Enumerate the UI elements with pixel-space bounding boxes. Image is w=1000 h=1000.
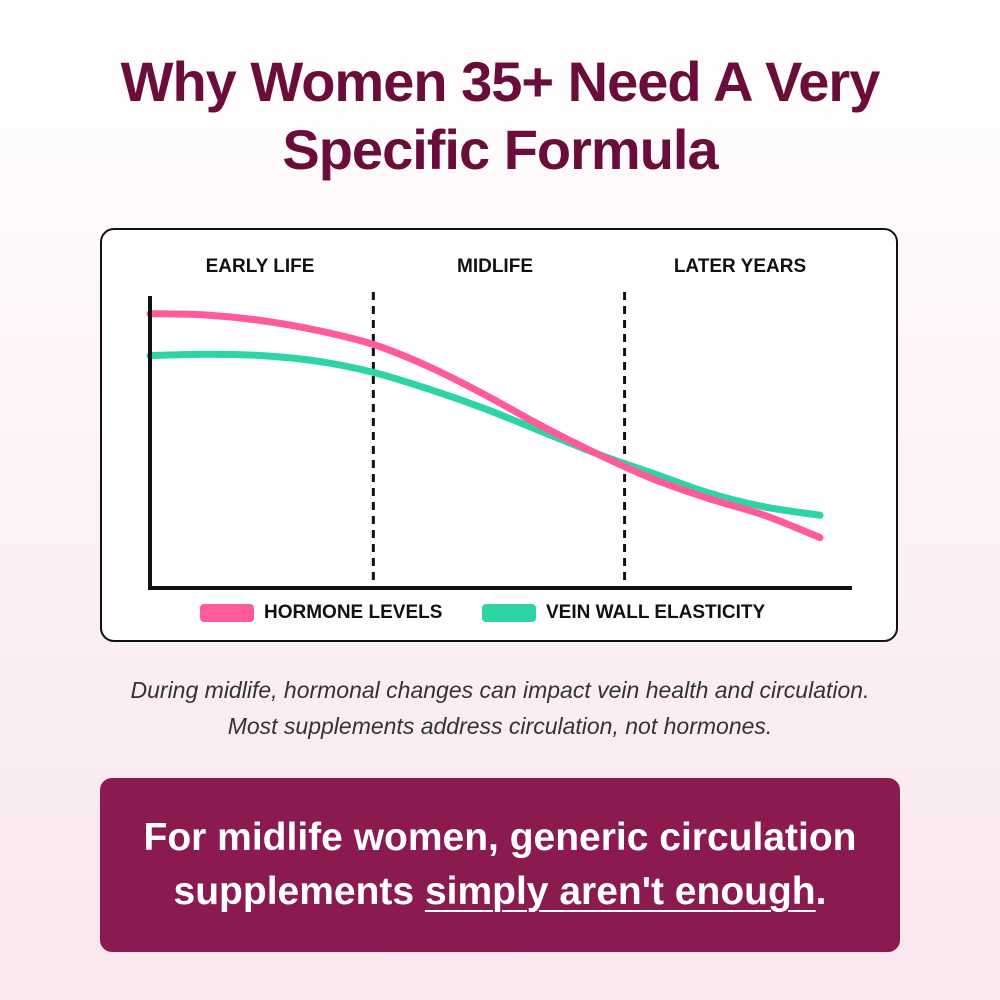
series-line-hormone-levels (146, 310, 824, 542)
legend-item-hormone: HORMONE LEVELS (200, 602, 442, 624)
caption: During midlife, hormonal changes can imp… (0, 672, 1000, 744)
banner-line-1: For midlife women, generic circulation (143, 816, 857, 859)
chart-card: EARLY LIFE MIDLIFE LATER YEARS HORMONE L… (100, 228, 898, 642)
title-line-2: Specific Formula (282, 118, 718, 181)
series-line-vein-wall-elasticity (146, 350, 824, 519)
legend-swatch-vein (482, 604, 536, 622)
phase-label-early-life: EARLY LIFE (205, 256, 315, 277)
caption-line-2: Most supplements address circulation, no… (227, 713, 773, 739)
legend-item-vein: VEIN WALL ELASTICITY (482, 602, 765, 624)
callout-banner: For midlife women, generic circulation s… (100, 778, 900, 952)
line-chart (146, 292, 852, 590)
legend-swatch-hormone (200, 604, 254, 622)
banner-emphasis: simply aren't enough (424, 870, 816, 913)
page-title: Why Women 35+ Need A Very Specific Formu… (0, 48, 1000, 184)
banner-text: For midlife women, generic circulation s… (144, 811, 857, 919)
caption-line-1: During midlife, hormonal changes can imp… (130, 677, 870, 703)
title-line-1: Why Women 35+ Need A Very (120, 50, 881, 113)
phase-label-midlife: MIDLIFE (457, 256, 533, 277)
banner-line-2-start: supplements (173, 870, 425, 913)
legend-label-hormone: HORMONE LEVELS (264, 602, 443, 623)
phase-label-later-years: LATER YEARS (673, 256, 807, 277)
legend-label-vein: VEIN WALL ELASTICITY (546, 602, 766, 623)
banner-line-2-end: . (815, 870, 827, 913)
